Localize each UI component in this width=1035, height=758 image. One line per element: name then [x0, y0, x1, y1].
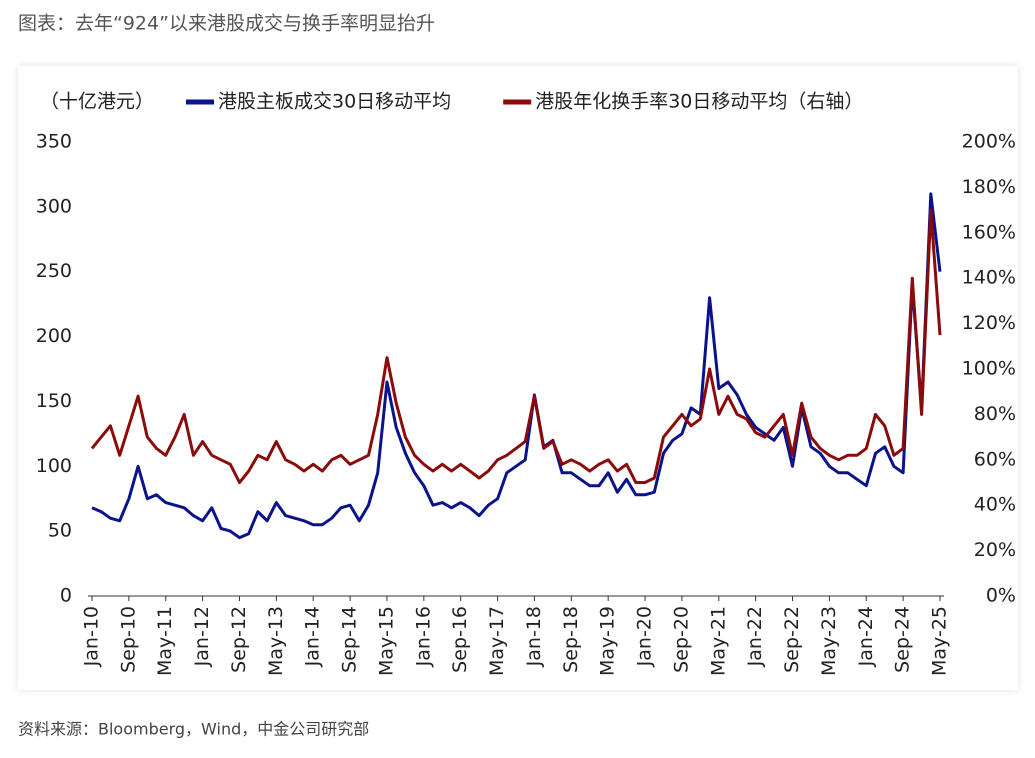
- x-tick-label: May-11: [154, 606, 176, 676]
- x-tick-label: Jan-14: [302, 606, 324, 667]
- y2-tick-label: 120%: [962, 312, 1016, 334]
- source: 资料来源：Bloomberg，Wind，中金公司研究部: [18, 720, 369, 739]
- panel: [18, 66, 1018, 690]
- x-tick-label: Jan-16: [412, 606, 434, 667]
- x-tick-label: Sep-14: [339, 606, 361, 673]
- y-axis-label: （十亿港元）: [40, 91, 154, 113]
- x-tick-label: Jan-22: [744, 606, 766, 667]
- chart-title: 图表：去年“924”以来港股成交与换手率明显抬升: [18, 13, 435, 35]
- x-tick-label: May-17: [486, 606, 508, 676]
- x-tick-label: Sep-18: [560, 606, 582, 673]
- legend-label: 港股主板成交30日移动平均: [218, 91, 451, 113]
- legend-label: 港股年化换手率30日移动平均（右轴）: [535, 91, 863, 113]
- y2-tick-label: 100%: [962, 358, 1016, 380]
- x-tick-label: Jan-18: [523, 606, 545, 667]
- x-tick-label: Sep-22: [781, 606, 803, 673]
- x-tick-label: May-23: [818, 606, 840, 676]
- y2-tick-label: 20%: [974, 539, 1016, 561]
- x-tick-label: May-21: [707, 606, 729, 676]
- y-tick-label: 150: [36, 390, 72, 412]
- y2-tick-label: 60%: [974, 448, 1016, 470]
- x-tick-label: Jan-20: [634, 606, 656, 667]
- y-tick-label: 250: [36, 260, 72, 282]
- y-tick-label: 100: [36, 455, 72, 477]
- x-tick-label: Jan-12: [191, 606, 213, 667]
- y2-tick-label: 80%: [974, 403, 1016, 425]
- y-tick-label: 300: [36, 195, 72, 217]
- x-tick-label: May-13: [265, 606, 287, 676]
- y2-tick-label: 180%: [962, 176, 1016, 198]
- y-tick-label: 50: [48, 520, 72, 542]
- y-tick-label: 200: [36, 325, 72, 347]
- y2-tick-label: 0%: [986, 585, 1016, 607]
- series-line: [90, 208, 942, 484]
- x-tick-label: May-25: [929, 606, 951, 676]
- x-tick-label: Sep-24: [892, 606, 914, 673]
- x-tick-label: May-15: [375, 606, 397, 676]
- y2-tick-label: 200%: [962, 131, 1016, 153]
- x-tick-label: Sep-12: [228, 606, 250, 673]
- y2-tick-label: 160%: [962, 221, 1016, 243]
- y2-tick-label: 40%: [974, 494, 1016, 516]
- x-tick-label: May-19: [597, 606, 619, 676]
- y-tick-label: 350: [36, 131, 72, 153]
- y2-tick-label: 140%: [962, 267, 1016, 289]
- y-tick-label: 0: [60, 585, 72, 607]
- x-tick-label: Sep-10: [117, 606, 139, 673]
- x-tick-label: Sep-20: [670, 606, 692, 673]
- x-tick-label: Sep-16: [449, 606, 471, 673]
- x-tick-label: Jan-10: [81, 606, 103, 667]
- x-tick-label: Jan-24: [855, 606, 877, 667]
